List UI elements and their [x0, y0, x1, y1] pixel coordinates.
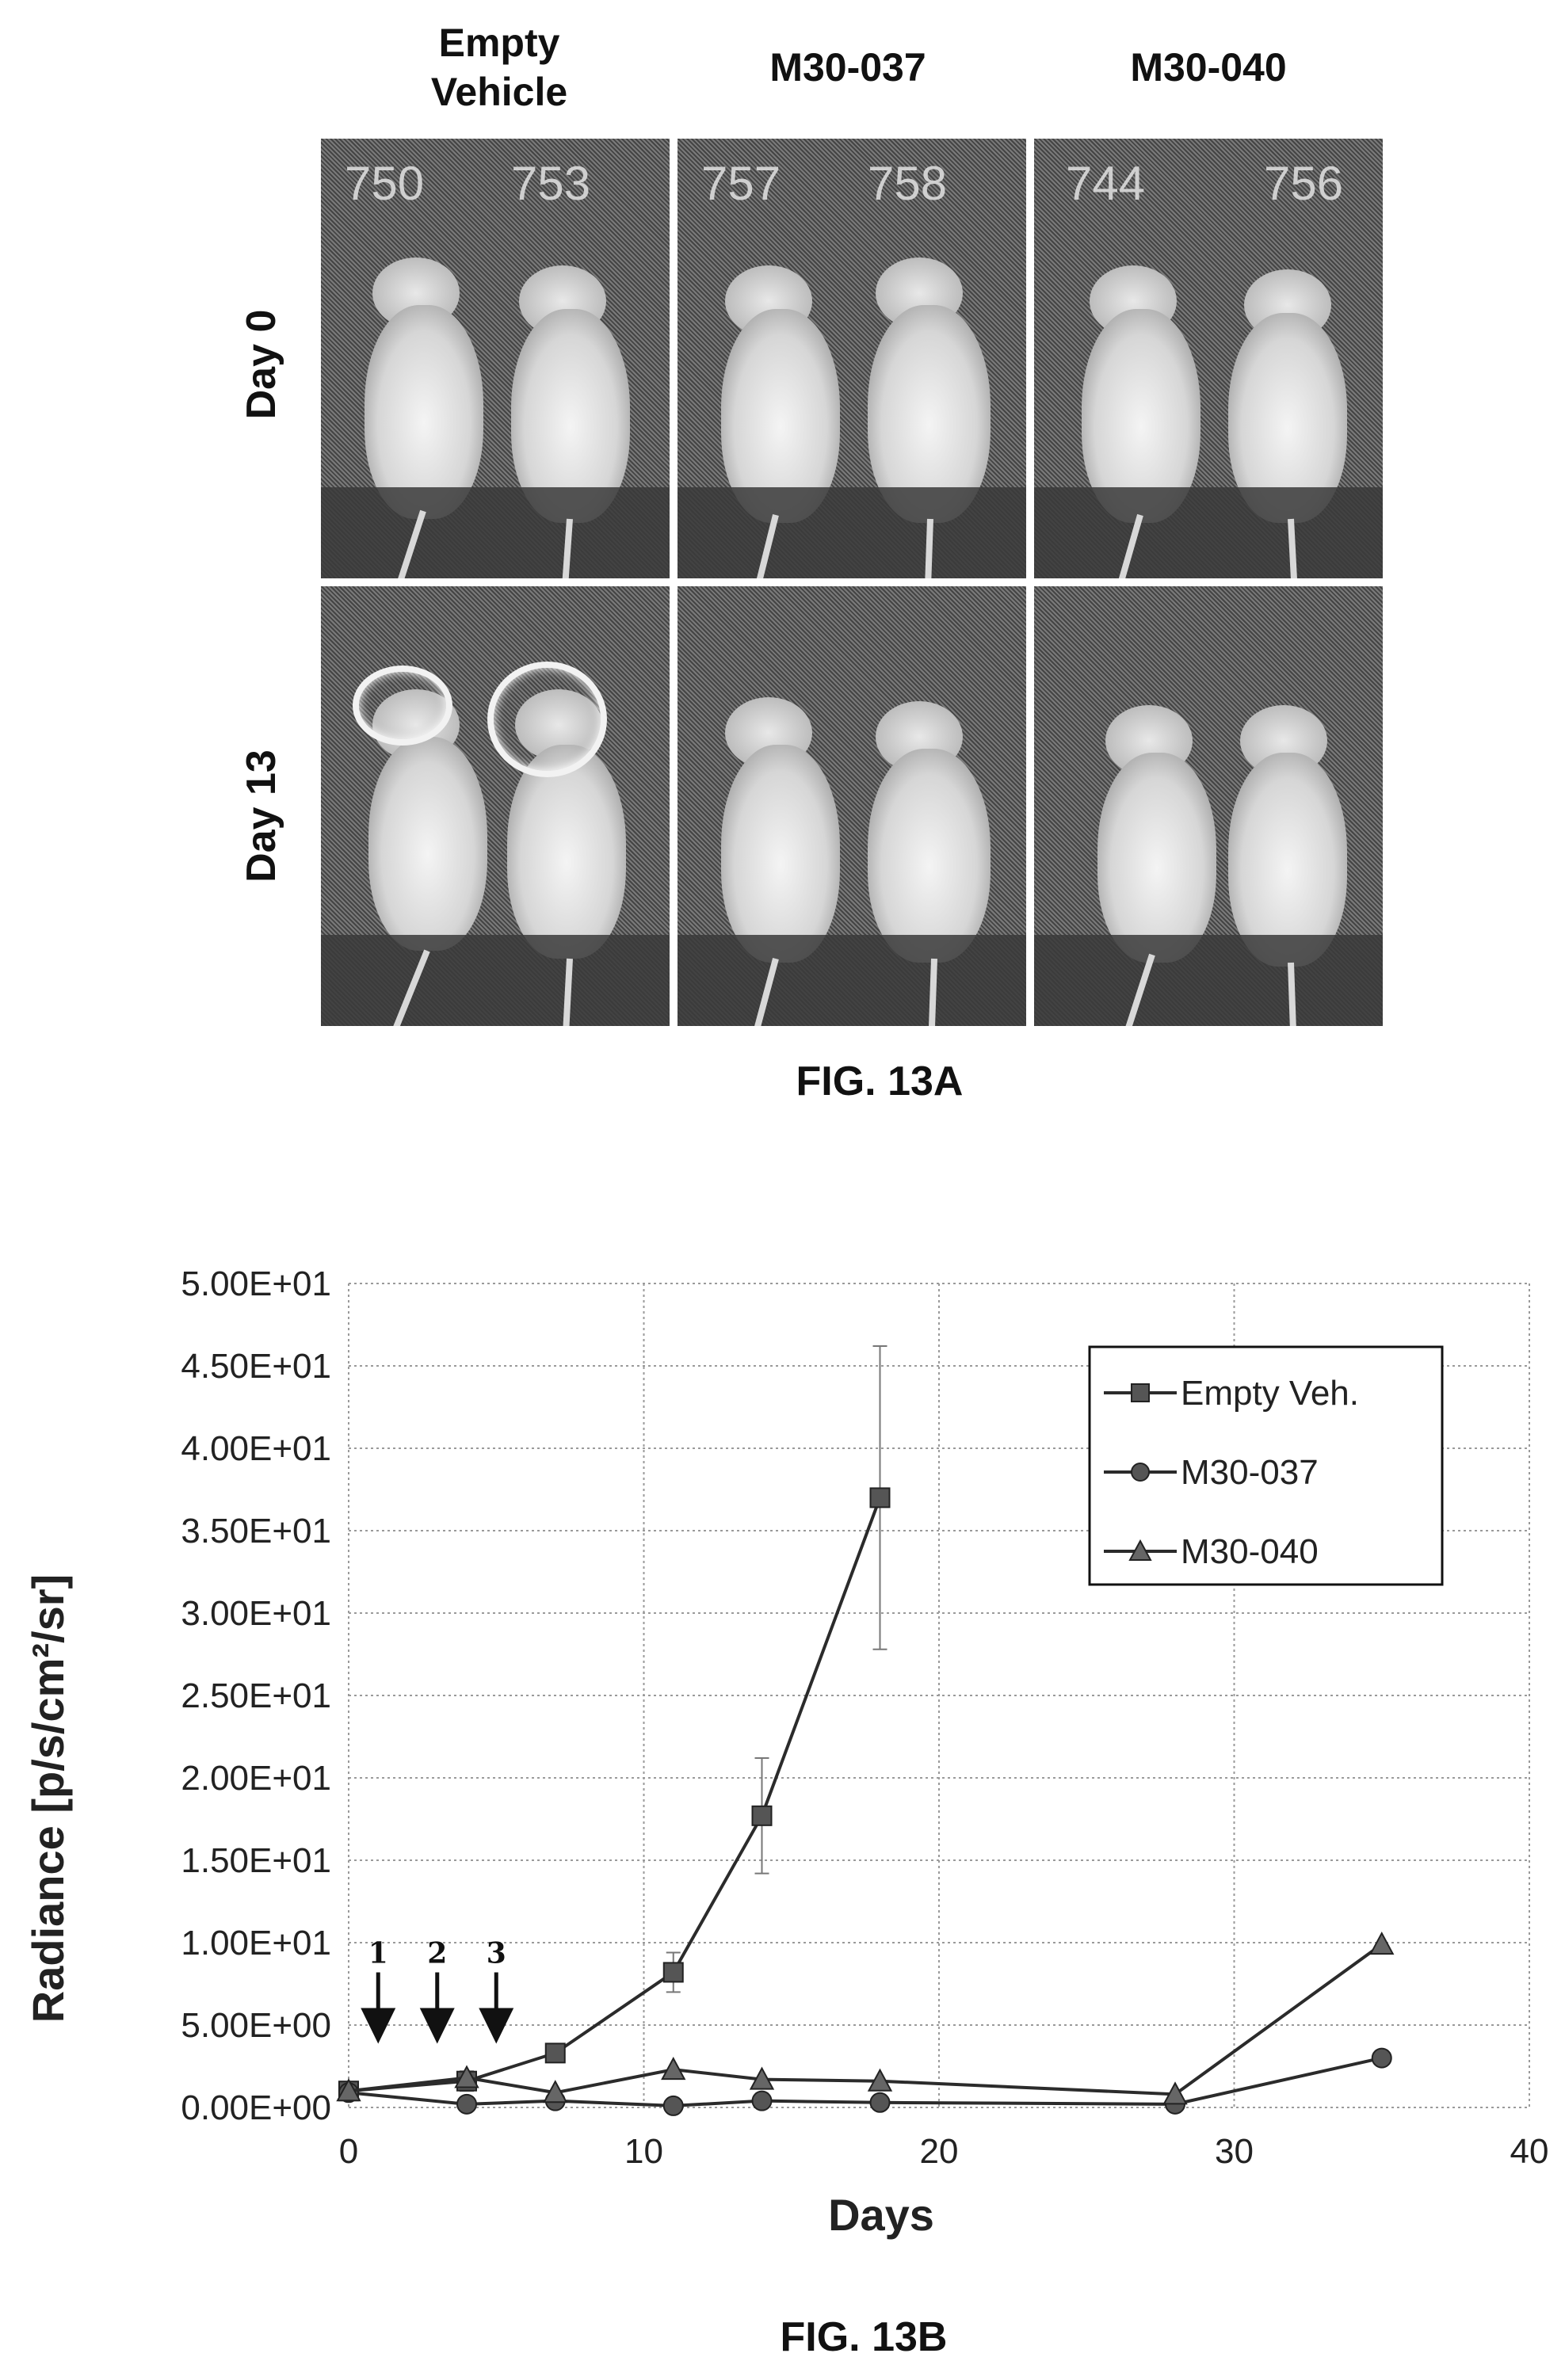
y-axis-title: Radiance [p/s/cm²/sr] — [23, 1574, 73, 2023]
dose-arrow-head — [419, 2008, 455, 2044]
mouse-id-label: 756 — [1264, 157, 1344, 210]
mouse-id-label: 744 — [1066, 157, 1146, 210]
mouse-id-label: 758 — [868, 157, 948, 210]
y-tick-label: 0.00E+00 — [181, 2088, 331, 2127]
mouse-body — [868, 749, 991, 963]
image-panel-m30-037-day-0: 757 758 — [678, 139, 1026, 578]
dose-arrow-label: 2 — [427, 1936, 447, 1970]
data-point — [869, 2092, 891, 2113]
data-point — [1369, 1931, 1395, 1955]
mouse-body — [368, 737, 487, 951]
radiance-line-chart: 0.00E+00 5.00E+00 1.00E+01 1.50E+01 2.00E+01… — [23, 1264, 1548, 2240]
y-tick-label: 1.00E+01 — [181, 1924, 331, 1962]
y-tick-label: 4.00E+01 — [181, 1429, 331, 1468]
data-point — [867, 2068, 893, 2092]
chart-legend: Empty Veh. M30-037 M30-040 — [1088, 1345, 1444, 1586]
imaging-stage — [678, 487, 1026, 578]
data-point — [544, 2042, 566, 2064]
legend-marker — [1131, 1463, 1150, 1482]
dose-arrow-head — [479, 2008, 514, 2044]
y-tick-label: 2.50E+01 — [181, 1676, 331, 1715]
row-label-day-0: Day 0 — [239, 309, 284, 420]
y-tick-label: 4.50E+01 — [181, 1347, 331, 1386]
data-point — [336, 2078, 361, 2102]
data-point — [869, 1487, 891, 1508]
imaging-stage — [1034, 487, 1383, 578]
y-tick-label: 5.00E+01 — [181, 1264, 331, 1303]
data-point — [456, 2093, 477, 2115]
dose-arrow-head — [361, 2008, 396, 2044]
mouse-id-label: 750 — [345, 157, 425, 210]
dose-arrow-label: 1 — [368, 1936, 388, 1970]
mouse-body — [507, 745, 626, 959]
figure-caption-13a: FIG. 13A — [796, 1058, 964, 1104]
image-panel-m30-037-day-13 — [678, 586, 1026, 1026]
column-header-m30-037: M30-037 — [769, 45, 926, 90]
x-axis-title: Days — [828, 2190, 934, 2240]
y-tick-label: 3.00E+01 — [181, 1594, 331, 1633]
x-tick-label: 40 — [1510, 2132, 1549, 2171]
column-header-empty-vehicle: Empty Vehicle — [430, 21, 568, 114]
data-point — [1162, 2081, 1188, 2105]
mouse-body — [1228, 753, 1347, 967]
dose-arrow-label: 3 — [487, 1936, 506, 1970]
legend-label: M30-040 — [1181, 1532, 1319, 1571]
data-point — [749, 2066, 775, 2090]
y-tick-label: 2.00E+01 — [181, 1759, 331, 1798]
series-line — [348, 2056, 1383, 2107]
tumor-signal — [487, 662, 607, 777]
data-point — [543, 2080, 568, 2103]
figure-caption-13b: FIG. 13B — [780, 2314, 948, 2360]
tumor-signal — [353, 666, 452, 746]
imaging-stage — [321, 487, 670, 578]
mouse-id-label: 757 — [701, 157, 781, 210]
x-tick-label: 20 — [920, 2132, 959, 2171]
series-line — [348, 1943, 1383, 2096]
data-point — [1371, 2047, 1392, 2069]
mouse-body — [868, 305, 991, 523]
data-point — [751, 1805, 773, 1826]
x-tick-label: 10 — [624, 2132, 663, 2171]
image-panel-m30-040-day-13 — [1034, 586, 1383, 1026]
row-label-day-13: Day 13 — [239, 749, 284, 883]
imaging-stage — [678, 935, 1026, 1026]
mouse-id-label: 753 — [511, 157, 591, 210]
legend-label: M30-037 — [1181, 1453, 1319, 1492]
image-panel-empty-vehicle-day-13 — [321, 586, 670, 1026]
series-line — [348, 1497, 882, 2093]
data-point — [661, 2057, 686, 2081]
y-tick-label: 5.00E+00 — [181, 2006, 331, 2045]
y-tick-label: 1.50E+01 — [181, 1841, 331, 1880]
legend-label: Empty Veh. — [1181, 1374, 1359, 1413]
x-tick-label: 0 — [339, 2132, 358, 2171]
data-point — [662, 2095, 684, 2116]
image-panel-empty-vehicle-day-0: 750 753 — [321, 139, 670, 578]
column-header-m30-040: M30-040 — [1130, 45, 1287, 90]
imaging-stage — [321, 935, 670, 1026]
mouse-body — [721, 745, 840, 963]
data-point — [662, 1962, 684, 1983]
mouse-body — [1097, 753, 1216, 963]
data-point — [751, 2090, 773, 2111]
x-tick-label: 30 — [1215, 2132, 1254, 2171]
dose-arrows: 1 2 3 — [361, 1936, 514, 2044]
image-panel-m30-040-day-0: 744 756 — [1034, 139, 1383, 578]
mouse-body — [365, 305, 483, 519]
chart-series — [336, 1345, 1395, 2116]
y-tick-label: 3.50E+01 — [181, 1512, 331, 1550]
legend-marker — [1131, 1383, 1150, 1402]
imaging-stage — [1034, 935, 1383, 1026]
legend-marker — [1128, 1539, 1152, 1561]
data-point — [454, 2065, 479, 2088]
series-m30-040 — [336, 1931, 1395, 2105]
series-empty-veh — [338, 1345, 891, 2102]
chart-axes: 0.00E+00 5.00E+00 1.00E+01 1.50E+01 2.00E+01… — [181, 1264, 1548, 2171]
